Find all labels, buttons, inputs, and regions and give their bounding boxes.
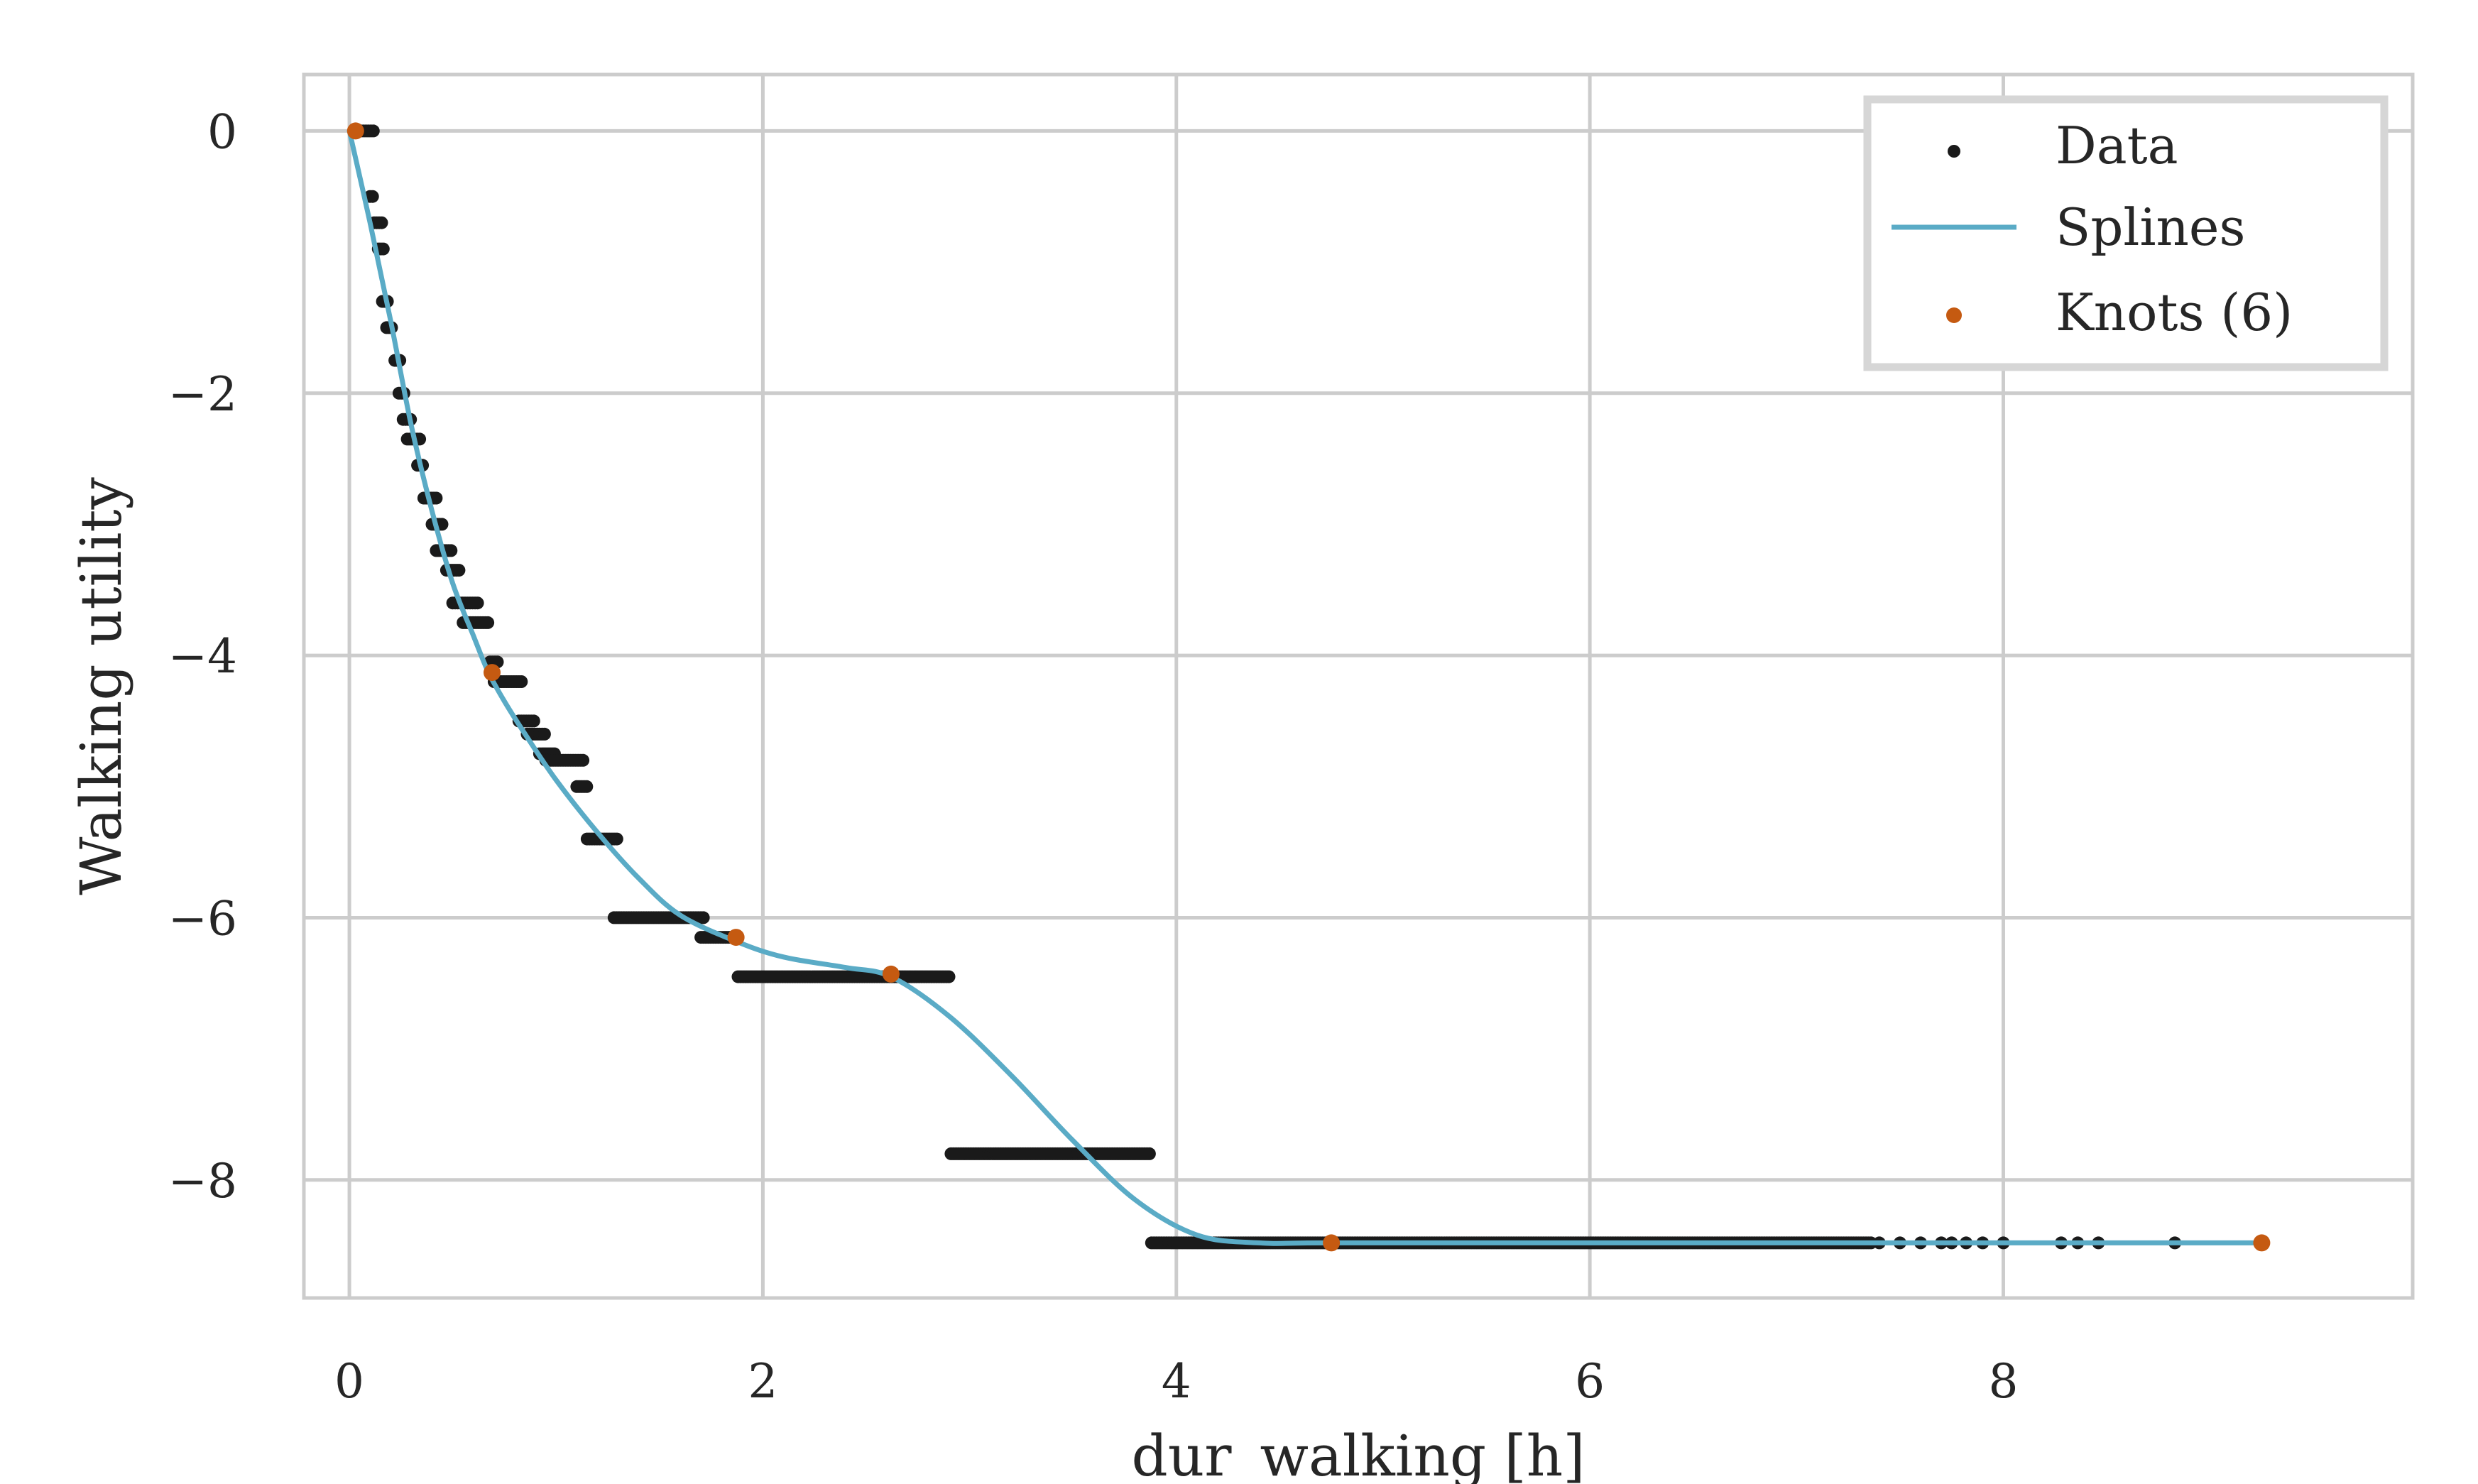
knot-point-2 xyxy=(727,929,745,946)
y-tick-label-4: −8 xyxy=(168,1154,237,1209)
x-tick-labels: 0 2 4 6 8 xyxy=(334,1354,2018,1409)
data-point-48 xyxy=(430,491,443,505)
data-point-111 xyxy=(527,714,540,728)
knot-series xyxy=(346,122,2271,1252)
grid xyxy=(304,75,2413,1298)
spline-line xyxy=(346,128,2264,1246)
y-tick-label-2: −4 xyxy=(168,629,237,684)
y-tick-label-3: −6 xyxy=(168,891,237,946)
plot-frame xyxy=(302,72,2415,1300)
knot-point-4 xyxy=(1323,1234,1341,1252)
x-tick-label-2: 4 xyxy=(1162,1354,1191,1409)
data-point-197 xyxy=(697,911,710,924)
x-tick-label-1: 2 xyxy=(748,1354,777,1409)
data-point-142 xyxy=(577,753,590,767)
data-point-147 xyxy=(580,780,594,793)
knot-point-0 xyxy=(346,122,364,140)
x-tick-label-4: 8 xyxy=(1988,1354,2018,1409)
x-axis-title: dur_walking [h] xyxy=(1132,1423,1585,1484)
legend-data-marker xyxy=(1948,145,1960,158)
x-tick-label-0: 0 xyxy=(334,1354,364,1409)
data-point-60 xyxy=(444,544,458,557)
legend-box xyxy=(1863,95,2389,371)
data-point-104 xyxy=(515,675,528,688)
y-axis-title: Walking utility xyxy=(68,477,134,895)
knot-point-1 xyxy=(484,664,501,682)
y-tick-labels: 0 −2 −4 −6 −8 xyxy=(168,104,237,1208)
legend-data-label: Data xyxy=(2056,116,2178,175)
data-point-10 xyxy=(366,190,379,203)
legend-knot-label: Knots (6) xyxy=(2056,283,2293,342)
data-point-14 xyxy=(375,216,388,229)
data-point-380 xyxy=(1142,1147,1156,1160)
data-point-66 xyxy=(452,564,466,577)
data-series xyxy=(346,124,2182,1250)
data-point-119 xyxy=(537,727,551,741)
knot-point-3 xyxy=(882,965,900,983)
y-tick-label-0: 0 xyxy=(207,104,237,159)
data-point-88 xyxy=(481,616,495,629)
legend-spline-label: Splines xyxy=(2056,197,2245,257)
knot-point-5 xyxy=(2253,1234,2271,1252)
data-point-299 xyxy=(942,970,956,983)
data-point-160 xyxy=(610,832,623,846)
legend: Data Splines Knots (6) xyxy=(1863,95,2389,371)
data-point-17 xyxy=(376,242,390,256)
data-point-8 xyxy=(366,124,380,138)
x-tick-label-3: 6 xyxy=(1575,1354,1605,1409)
y-tick-label-1: −2 xyxy=(168,367,237,422)
data-point-77 xyxy=(471,596,484,610)
legend-knot-marker xyxy=(1946,307,1962,323)
